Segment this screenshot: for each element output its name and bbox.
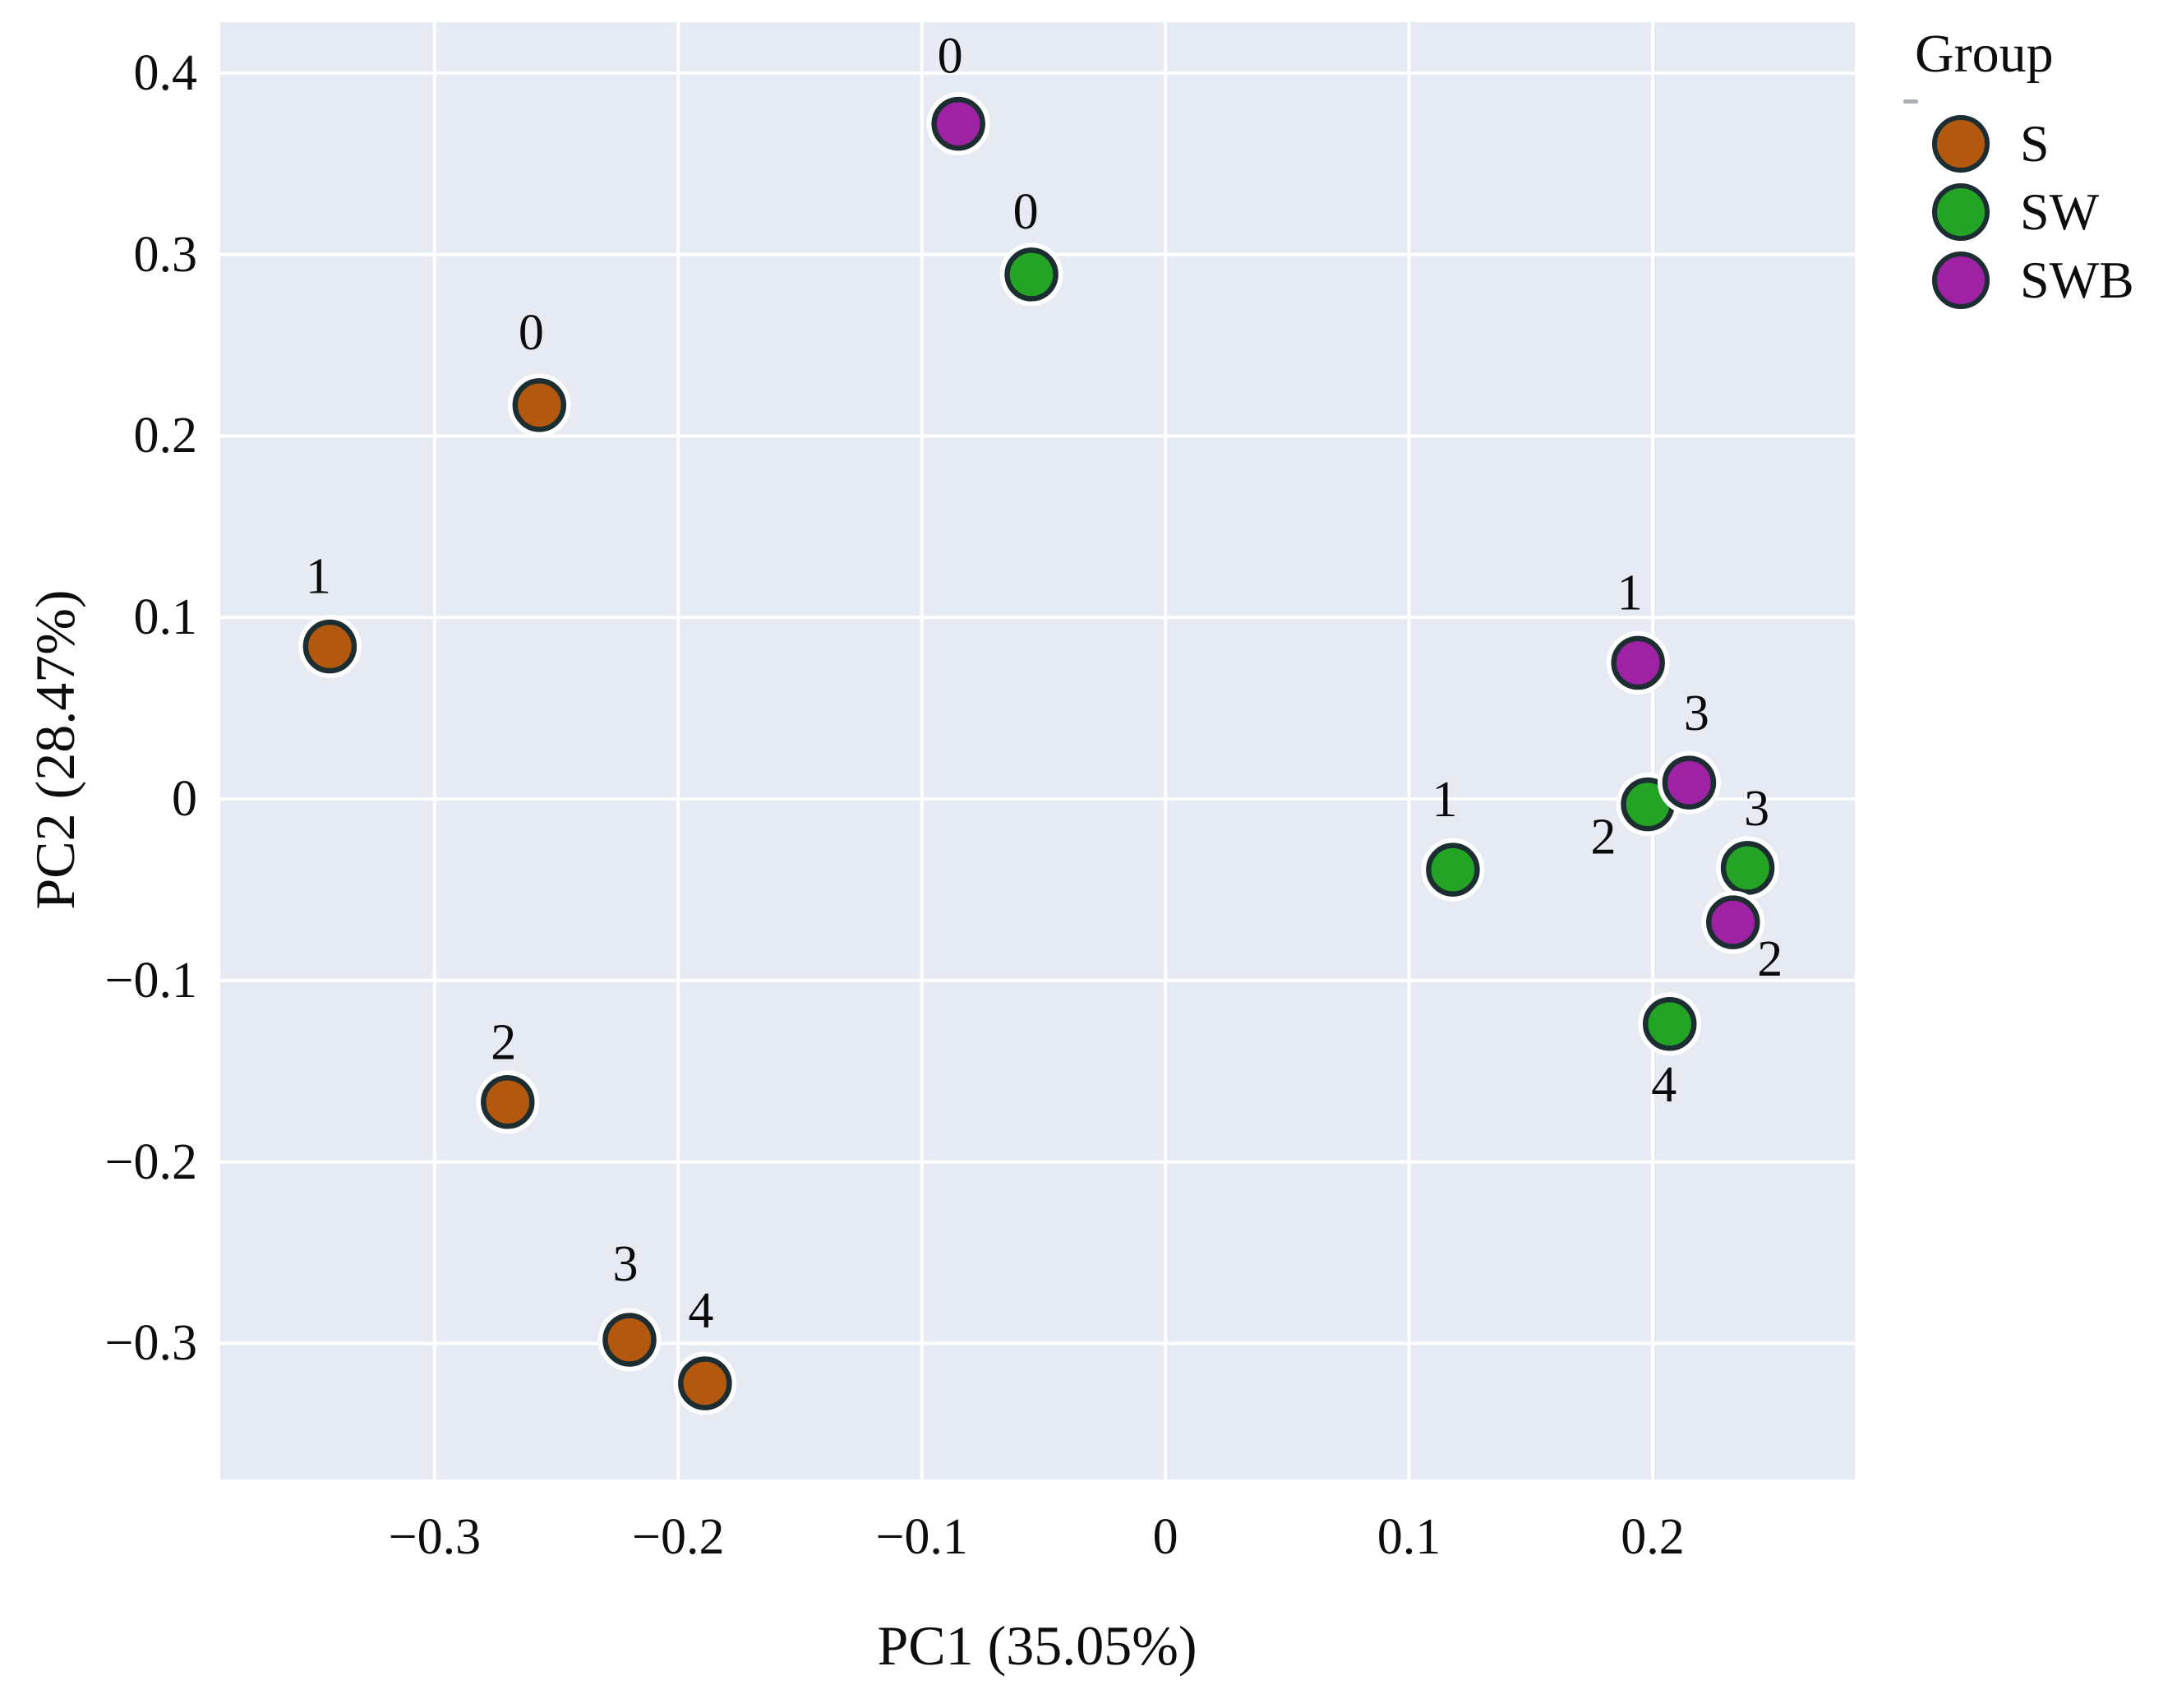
point-SWB-0: [931, 96, 985, 151]
point-S-1: [302, 619, 357, 674]
y-tick-−0.3: −0.3: [104, 1315, 197, 1372]
point-label-SW-4: 4: [1651, 1057, 1677, 1113]
legend-entry-SW: SW: [1930, 179, 2099, 245]
y-tick-0.2: 0.2: [133, 408, 198, 464]
x-tick-0: 0: [1152, 1509, 1178, 1565]
y-tick-0.4: 0.4: [133, 44, 198, 101]
x-tick-−0.2: −0.2: [632, 1509, 725, 1565]
point-label-SW-3: 3: [1744, 781, 1769, 837]
point-label-SWB-0: 0: [938, 29, 963, 85]
legend-label-S: S: [2020, 114, 2050, 173]
point-label-S-4: 4: [688, 1283, 713, 1339]
point-label-S-3: 3: [612, 1236, 638, 1292]
y-tick-0.3: 0.3: [133, 226, 198, 283]
legend-marker-circle-SW: [1932, 183, 1990, 241]
legend-marker-SW: [1932, 183, 1990, 241]
point-label-SWB-1: 1: [1617, 565, 1643, 621]
legend-marker-S: [1932, 115, 1990, 173]
point-SWB-2: [1706, 895, 1760, 949]
legend-entry-SWB: SWB: [1930, 247, 2134, 313]
y-tick-−0.2: −0.2: [104, 1133, 197, 1190]
x-tick-−0.3: −0.3: [388, 1509, 482, 1565]
point-label-S-0: 0: [519, 305, 544, 361]
point-label-S-1: 1: [306, 549, 331, 605]
x-tick-0.2: 0.2: [1621, 1509, 1685, 1565]
y-axis-label: PC2 (28.47%): [24, 589, 86, 910]
point-SW-3: [1720, 841, 1775, 895]
point-S-0: [512, 378, 567, 432]
legend-entry-S: S: [1930, 111, 2050, 177]
point-SW-4: [1642, 997, 1697, 1051]
point-label-SWB-3: 3: [1684, 686, 1709, 741]
legend-title: Group: [1915, 24, 2054, 84]
point-label-SW-0: 0: [1013, 184, 1039, 240]
point-label-SW-2: 2: [1591, 810, 1617, 866]
legend-marker-circle-SWB: [1932, 252, 1990, 309]
legend-marker-SWB: [1932, 252, 1990, 309]
point-S-3: [602, 1313, 657, 1367]
legend-marker-circle-S: [1932, 115, 1990, 173]
y-tick-0.1: 0.1: [133, 589, 198, 646]
point-label-S-2: 2: [491, 1015, 516, 1071]
legend-label-SWB: SWB: [2020, 251, 2134, 309]
point-SW-1: [1426, 842, 1480, 897]
point-label-SW-1: 1: [1432, 772, 1457, 828]
y-tick-−0.1: −0.1: [104, 952, 197, 1009]
y-tick-0: 0: [172, 771, 197, 827]
point-SWB-1: [1611, 635, 1665, 690]
point-S-4: [678, 1356, 732, 1410]
x-tick-0.1: 0.1: [1377, 1509, 1441, 1565]
point-SW-0: [1004, 247, 1059, 302]
legend-artifact-dash: [1903, 99, 1918, 104]
point-label-SWB-2: 2: [1757, 931, 1783, 987]
x-axis-label: PC1 (35.05%): [877, 1614, 1197, 1677]
point-SWB-3: [1662, 755, 1717, 810]
point-S-2: [481, 1074, 535, 1129]
legend-label-SW: SW: [2020, 182, 2099, 241]
x-tick-−0.1: −0.1: [875, 1509, 968, 1565]
